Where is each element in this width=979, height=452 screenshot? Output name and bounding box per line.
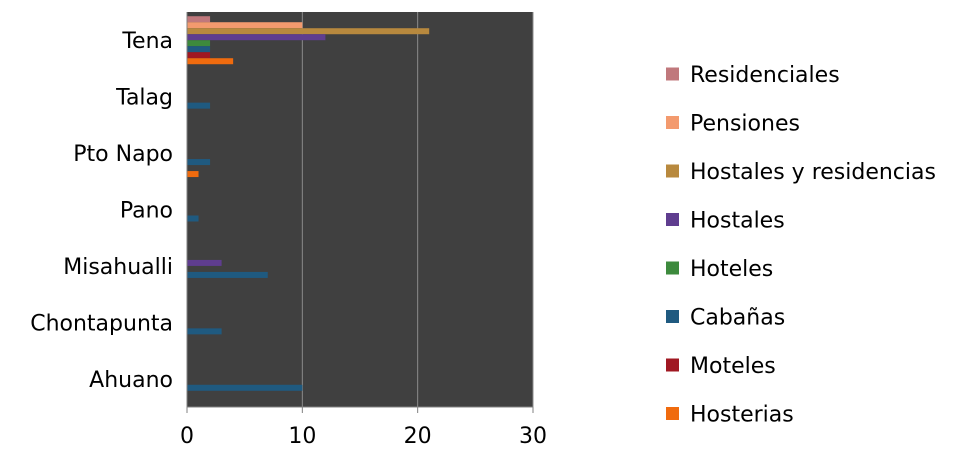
legend-swatch [666,358,679,372]
legend-label: Hostales [690,209,785,234]
bar-caba-as-tena [187,46,211,53]
legend-label: Moteles [690,354,776,379]
bar-residenciales-tena [187,16,211,23]
y-tick-label: Misahualli [63,255,173,280]
bar-hoteles-tena [187,40,211,47]
bar-caba-as-pto-napo [187,159,211,166]
y-tick-label: Talag [115,86,173,111]
bar-caba-as-pano [187,215,199,222]
legend-swatch [666,213,679,226]
legend-label: Cabañas [690,306,785,331]
bar-pensiones-tena [187,22,303,29]
x-tick-label: 20 [404,424,432,449]
x-tick-label: 30 [519,424,547,449]
x-tick-label: 0 [180,424,194,449]
bar-hosterias-tena [187,58,234,65]
x-tick-labels: 0 10 20 30 [180,424,547,449]
bar-caba-as-talag [187,102,211,109]
legend: Residenciales Pensiones Hostales y residen… [666,63,936,428]
bar-moteles-tena [187,52,211,59]
y-tick-label: Chontapunta [30,311,173,336]
y-tick-labels: Ahuano Chontapunta Misahualli Pano Pto Napo T… [30,29,173,393]
legend-swatch [666,407,679,420]
legend-swatch [666,310,679,323]
plot-area [187,12,533,407]
legend-label: Hosterias [690,403,794,428]
bar-hostales-y-residencias-tena [187,28,430,35]
y-tick-label: Ahuano [89,368,173,393]
legend-swatch [666,164,679,178]
y-tick-label: Pto Napo [73,142,173,167]
legend-label: Hoteles [690,257,773,282]
legend-label: Residenciales [690,63,840,88]
legend-label: Hostales y residencias [690,160,936,185]
bar-hostales-misahualli [187,259,222,266]
bar-hosterias-pto-napo [187,171,199,178]
legend-swatch [666,116,679,129]
legend-swatch [666,261,679,275]
bar-hostales-tena [187,34,326,41]
x-tick-label: 10 [288,424,316,449]
bar-caba-as-misahualli [187,271,268,278]
axes [186,12,534,413]
bar-caba-as-chontapunta [187,328,222,335]
legend-swatch [666,67,679,81]
gridlines [301,12,534,407]
y-tick-label: Tena [121,29,173,54]
bar-caba-as-ahuano [187,384,303,391]
y-tick-label: Pano [120,199,173,224]
bars [187,16,430,391]
legend-label: Pensiones [690,112,800,137]
